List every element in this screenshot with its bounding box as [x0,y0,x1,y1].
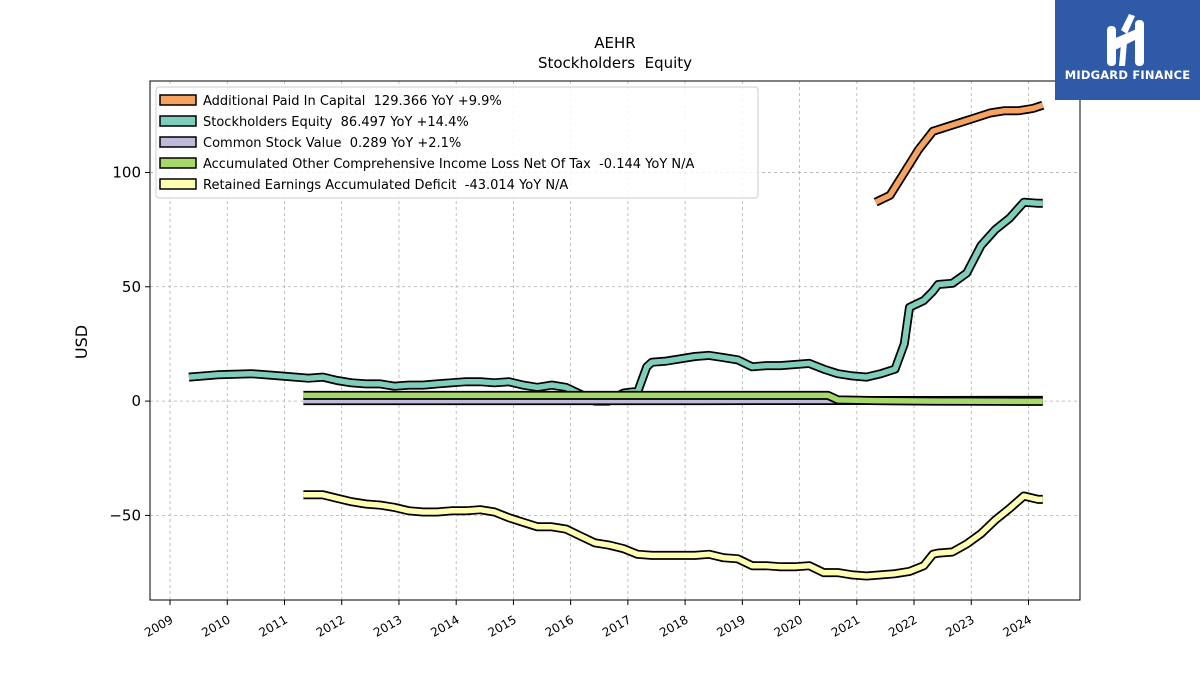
y-tick-label: −50 [109,506,141,524]
brand-name: MIDGARD FINANCE [1064,68,1191,82]
x-tick-label: 2020 [772,612,805,639]
series-line [874,102,1044,205]
x-tick-label: 2013 [371,612,404,639]
legend-label: Stockholders Equity 86.497 YoY +14.4% [203,115,469,130]
x-tick-label: 2011 [257,612,290,639]
chart-title: AEHR [594,34,635,52]
series-line-outline [303,490,1043,581]
series-layer [188,100,1045,581]
x-tick-label: 2010 [199,612,232,639]
y-tick-label: 50 [122,278,141,296]
legend-label: Accumulated Other Comprehensive Income L… [203,157,694,172]
series-line-outline [873,100,1045,207]
x-tick-label: 2017 [600,612,633,639]
x-tick-label: 2012 [314,612,347,639]
series-line [303,392,1043,405]
legend-swatch [159,115,197,127]
chart-subtitle: Stockholders Equity [538,54,692,72]
x-tick-label: 2022 [886,612,919,639]
series-line [188,199,1043,404]
x-tick-label: 2009 [142,612,175,639]
legend-swatch [159,136,197,148]
legend: Additional Paid In Capital 129.366 YoY +… [155,86,759,199]
x-tick-label: 2018 [657,612,690,639]
x-tick-label: 2014 [428,612,461,639]
legend-swatch [159,178,197,190]
x-tick-label: 2021 [829,612,862,639]
legend-swatch [159,157,197,169]
legend-label: Retained Earnings Accumulated Deficit -4… [203,178,568,193]
legend-box [155,86,759,199]
series-line [303,492,1043,579]
brand-logo: MIDGARD FINANCE [1055,0,1200,100]
y-axis: 100 50 0 −50 [109,163,150,524]
series-line-outline [188,197,1043,406]
x-tick-label: 2019 [714,612,747,639]
legend-label: Additional Paid In Capital 129.366 YoY +… [203,94,502,109]
y-axis-label: USD [72,325,91,359]
y-tick-label: 100 [112,163,141,181]
midgard-logo-icon [1107,14,1144,66]
x-tick-label: 2015 [485,612,518,639]
y-tick-label: 0 [131,392,141,410]
legend-swatch [159,94,197,106]
x-tick-label: 2016 [543,612,576,639]
x-tick-label: 2024 [1001,612,1034,639]
legend-label: Common Stock Value 0.289 YoY +2.1% [203,136,461,151]
x-axis: 2009 2010 2011 2012 2013 2014 2015 2016 2017 2018… [142,600,1034,640]
x-tick-label: 2023 [943,612,976,639]
plot-frame [149,80,1081,601]
